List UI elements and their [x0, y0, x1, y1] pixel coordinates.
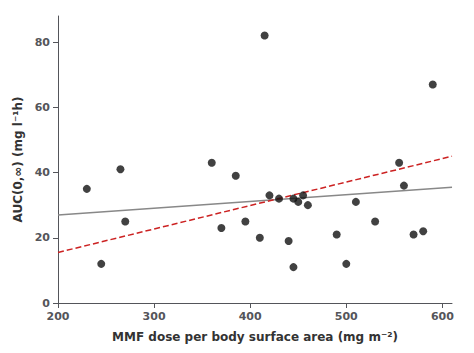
svg-text:60: 60	[35, 101, 51, 114]
svg-text:MMF dose per body surface area: MMF dose per body surface area (mg m⁻²)	[112, 330, 398, 344]
svg-text:20: 20	[35, 231, 51, 244]
svg-text:200: 200	[47, 310, 70, 323]
svg-text:0: 0	[42, 297, 50, 310]
svg-text:500: 500	[335, 310, 358, 323]
svg-text:600: 600	[431, 310, 454, 323]
svg-text:80: 80	[35, 36, 51, 49]
svg-text:40: 40	[35, 166, 51, 179]
svg-text:300: 300	[143, 310, 166, 323]
svg-text:400: 400	[239, 310, 262, 323]
svg-text:AUC(0,∞) (mg l⁻¹h): AUC(0,∞) (mg l⁻¹h)	[11, 96, 25, 222]
